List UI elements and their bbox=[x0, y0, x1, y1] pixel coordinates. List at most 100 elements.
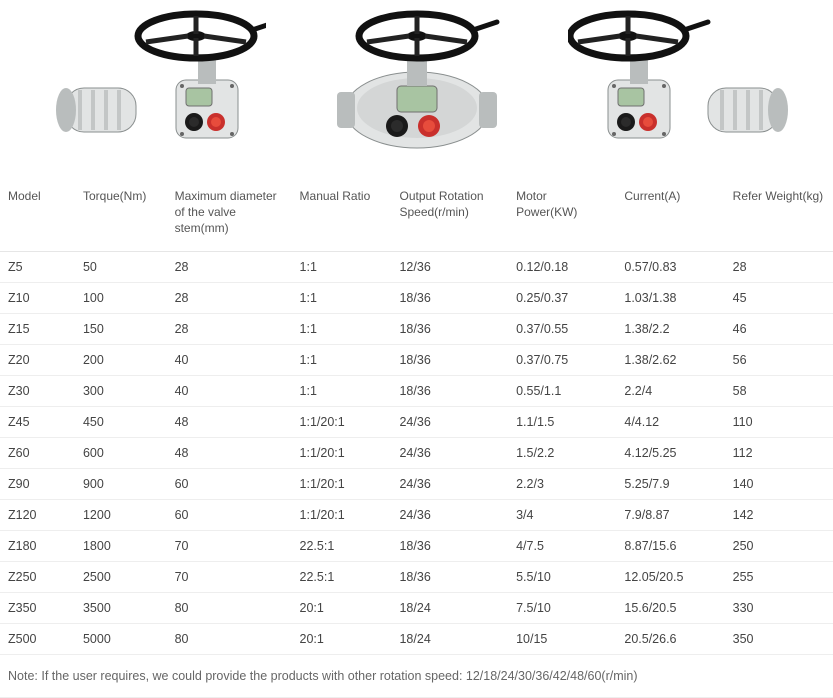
table-cell: 1:1 bbox=[292, 344, 392, 375]
table-cell: 1:1/20:1 bbox=[292, 499, 392, 530]
table-cell: 1.03/1.38 bbox=[616, 282, 724, 313]
table-cell: 0.55/1.1 bbox=[508, 375, 616, 406]
table-cell: 70 bbox=[167, 561, 292, 592]
table-cell: Z10 bbox=[0, 282, 75, 313]
table-cell: 18/36 bbox=[391, 282, 508, 313]
table-cell: 2.2/3 bbox=[508, 468, 616, 499]
table-cell: 22.5:1 bbox=[292, 530, 392, 561]
table-cell: 18/36 bbox=[391, 375, 508, 406]
table-cell: 1:1 bbox=[292, 282, 392, 313]
table-cell: 20:1 bbox=[292, 592, 392, 623]
table-cell: 10/15 bbox=[508, 623, 616, 654]
column-header: Model bbox=[0, 178, 75, 251]
table-cell: 1:1 bbox=[292, 251, 392, 282]
table-cell: 20.5/26.6 bbox=[616, 623, 724, 654]
table-row: Z45450481:1/20:124/361.1/1.54/4.12110 bbox=[0, 406, 833, 437]
table-cell: Z500 bbox=[0, 623, 75, 654]
table-cell: 1800 bbox=[75, 530, 167, 561]
column-header: Motor Power(KW) bbox=[508, 178, 616, 251]
table-cell: 0.25/0.37 bbox=[508, 282, 616, 313]
table-cell: 24/36 bbox=[391, 468, 508, 499]
table-row: Z30300401:118/360.55/1.12.2/458 bbox=[0, 375, 833, 406]
table-row: Z1201200601:1/20:124/363/47.9/8.87142 bbox=[0, 499, 833, 530]
table-cell: 150 bbox=[75, 313, 167, 344]
table-cell: 5000 bbox=[75, 623, 167, 654]
table-row: Z60600481:1/20:124/361.5/2.24.12/5.25112 bbox=[0, 437, 833, 468]
table-cell: 250 bbox=[725, 530, 833, 561]
table-cell: 28 bbox=[725, 251, 833, 282]
spec-table: ModelTorque(Nm)Maximum diameter of the v… bbox=[0, 178, 833, 655]
table-cell: 1:1/20:1 bbox=[292, 468, 392, 499]
table-cell: 40 bbox=[167, 375, 292, 406]
column-header: Refer Weight(kg) bbox=[725, 178, 833, 251]
table-cell: Z350 bbox=[0, 592, 75, 623]
table-cell: 7.9/8.87 bbox=[616, 499, 724, 530]
table-cell: 22.5:1 bbox=[292, 561, 392, 592]
table-cell: 18/36 bbox=[391, 344, 508, 375]
table-cell: 20:1 bbox=[292, 623, 392, 654]
table-cell: 46 bbox=[725, 313, 833, 344]
table-cell: 1.1/1.5 bbox=[508, 406, 616, 437]
table-cell: 7.5/10 bbox=[508, 592, 616, 623]
table-cell: 56 bbox=[725, 344, 833, 375]
table-cell: 4.12/5.25 bbox=[616, 437, 724, 468]
table-cell: 140 bbox=[725, 468, 833, 499]
table-cell: 4/7.5 bbox=[508, 530, 616, 561]
table-cell: 8.87/15.6 bbox=[616, 530, 724, 561]
table-cell: Z90 bbox=[0, 468, 75, 499]
product-image-center bbox=[291, 0, 542, 160]
table-cell: 45 bbox=[725, 282, 833, 313]
table-cell: 350 bbox=[725, 623, 833, 654]
table-cell: 70 bbox=[167, 530, 292, 561]
table-cell: 5.25/7.9 bbox=[616, 468, 724, 499]
table-cell: 18/36 bbox=[391, 530, 508, 561]
table-cell: 3500 bbox=[75, 592, 167, 623]
table-cell: 1:1 bbox=[292, 313, 392, 344]
table-cell: 112 bbox=[725, 437, 833, 468]
table-row: Z20200401:118/360.37/0.751.38/2.6256 bbox=[0, 344, 833, 375]
table-cell: 4/4.12 bbox=[616, 406, 724, 437]
table-cell: 450 bbox=[75, 406, 167, 437]
table-row: Z10100281:118/360.25/0.371.03/1.3845 bbox=[0, 282, 833, 313]
table-cell: Z20 bbox=[0, 344, 75, 375]
table-cell: 0.57/0.83 bbox=[616, 251, 724, 282]
table-cell: 18/36 bbox=[391, 313, 508, 344]
table-cell: 15.6/20.5 bbox=[616, 592, 724, 623]
table-cell: 142 bbox=[725, 499, 833, 530]
table-cell: 1:1/20:1 bbox=[292, 437, 392, 468]
table-cell: Z30 bbox=[0, 375, 75, 406]
table-cell: 1.5/2.2 bbox=[508, 437, 616, 468]
table-cell: 18/24 bbox=[391, 623, 508, 654]
table-cell: 18/36 bbox=[391, 561, 508, 592]
table-cell: 40 bbox=[167, 344, 292, 375]
column-header: Maximum diameter of the valve stem(mm) bbox=[167, 178, 292, 251]
table-cell: 28 bbox=[167, 313, 292, 344]
table-cell: 24/36 bbox=[391, 499, 508, 530]
table-cell: 0.12/0.18 bbox=[508, 251, 616, 282]
table-cell: 12/36 bbox=[391, 251, 508, 282]
table-cell: 1.38/2.62 bbox=[616, 344, 724, 375]
table-row: Z90900601:1/20:124/362.2/35.25/7.9140 bbox=[0, 468, 833, 499]
table-row: Z25025007022.5:118/365.5/1012.05/20.5255 bbox=[0, 561, 833, 592]
table-cell: 12.05/20.5 bbox=[616, 561, 724, 592]
table-cell: 3/4 bbox=[508, 499, 616, 530]
table-cell: 110 bbox=[725, 406, 833, 437]
table-cell: 60 bbox=[167, 499, 292, 530]
table-cell: 1:1/20:1 bbox=[292, 406, 392, 437]
table-cell: 80 bbox=[167, 623, 292, 654]
table-cell: Z60 bbox=[0, 437, 75, 468]
table-cell: Z120 bbox=[0, 499, 75, 530]
table-cell: 60 bbox=[167, 468, 292, 499]
table-row: Z550281:112/360.12/0.180.57/0.8328 bbox=[0, 251, 833, 282]
product-image-right bbox=[562, 0, 813, 160]
table-cell: 900 bbox=[75, 468, 167, 499]
table-cell: 80 bbox=[167, 592, 292, 623]
table-cell: 0.37/0.75 bbox=[508, 344, 616, 375]
table-row: Z18018007022.5:118/364/7.58.87/15.6250 bbox=[0, 530, 833, 561]
table-cell: 18/24 bbox=[391, 592, 508, 623]
product-image-left bbox=[20, 0, 271, 160]
table-cell: Z45 bbox=[0, 406, 75, 437]
product-image-row bbox=[0, 0, 833, 170]
footnote: Note: If the user requires, we could pro… bbox=[0, 655, 833, 698]
table-cell: 1:1 bbox=[292, 375, 392, 406]
